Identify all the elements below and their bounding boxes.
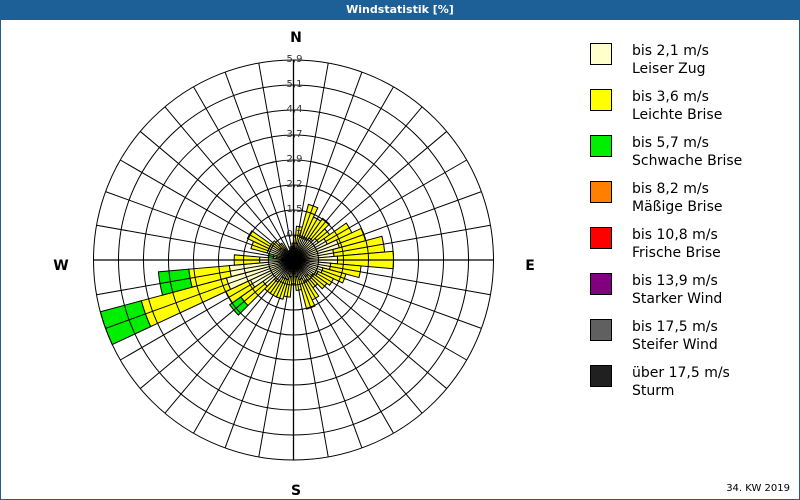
grid-spoke [105, 191, 291, 260]
grid-spoke [295, 262, 423, 414]
legend-swatch [590, 135, 612, 157]
grid-spoke [295, 106, 423, 258]
grid-spoke [120, 261, 291, 361]
grid-spoke [296, 131, 448, 258]
legend-item: bis 13,9 m/s Starker Wind [589, 272, 789, 318]
grid-spoke [294, 86, 394, 258]
legend-swatch [590, 43, 612, 65]
ring-label: 5,9 [287, 54, 303, 65]
grid-spoke [294, 71, 363, 257]
legend-description: Leiser Zug [632, 61, 706, 77]
chart-title: Windstatistik [%] [0, 0, 800, 20]
ring-label: 4,4 [287, 104, 303, 115]
ring-label: 5,1 [287, 79, 303, 90]
ring-label: 3,7 [287, 129, 303, 140]
ring-label: 2,2 [287, 179, 303, 190]
center-hub [289, 256, 298, 264]
legend-speed: bis 2,1 m/s [632, 43, 709, 59]
grid-spoke [139, 262, 291, 389]
grid-spoke [120, 159, 291, 259]
legend-speed: bis 17,5 m/s [632, 319, 718, 335]
grid-spoke [296, 191, 482, 260]
legend: bis 2,1 m/s Leiser Zug bis 3,6 m/s Leichte … [589, 42, 789, 410]
ring-label: 1,5 [287, 204, 303, 215]
legend-item: über 17,5 m/s Sturm [589, 364, 789, 410]
grid-spoke [164, 106, 292, 258]
legend-description: Schwache Brise [632, 153, 743, 169]
legend-description: Mäßige Brise [632, 199, 723, 215]
legend-item: bis 8,2 m/s Mäßige Brise [589, 180, 789, 226]
compass-south: S [291, 483, 301, 499]
compass-east: E [525, 258, 535, 274]
grid-spoke [297, 224, 491, 260]
legend-speed: bis 13,9 m/s [632, 273, 718, 289]
grid-spoke [293, 62, 329, 257]
grid-spoke [164, 262, 292, 414]
compass-west: W [53, 258, 68, 274]
legend-speed: über 17,5 m/s [632, 365, 730, 381]
legend-item: bis 5,7 m/s Schwache Brise [589, 134, 789, 180]
legend-swatch [590, 319, 612, 341]
legend-speed: bis 3,6 m/s [632, 89, 709, 105]
grid-spoke [224, 263, 293, 449]
legend-description: Frische Brise [632, 245, 721, 261]
legend-description: Sturm [632, 383, 675, 399]
grid-spoke [139, 131, 291, 258]
compass-north: N [290, 30, 302, 46]
ring-labels: 0,7 1,5 2,2 2,9 3,7 4,4 5,1 5,9 [287, 54, 303, 240]
grid-spoke [296, 159, 467, 259]
grid-spoke [294, 263, 363, 449]
grid-spoke [258, 263, 294, 458]
grid-spoke [296, 260, 482, 329]
grid-spoke [293, 263, 329, 458]
legend-speed: bis 8,2 m/s [632, 181, 709, 197]
grid-spoke [294, 262, 394, 434]
legend-speed: bis 5,7 m/s [632, 135, 709, 151]
legend-swatch [590, 273, 612, 295]
wind-sector-segment [328, 262, 362, 279]
grid-spoke [296, 261, 467, 361]
legend-item: bis 3,6 m/s Leichte Brise [589, 88, 789, 134]
legend-swatch [590, 89, 612, 111]
legend-description: Starker Wind [632, 291, 723, 307]
grid-spoke [296, 262, 448, 389]
grid-spoke [297, 260, 491, 296]
legend-item: bis 2,1 m/s Leiser Zug [589, 42, 789, 88]
grid-spoke [193, 86, 293, 258]
legend-description: Steifer Wind [632, 337, 718, 353]
legend-swatch [590, 227, 612, 249]
grid-spoke [105, 260, 291, 329]
grid-spoke [96, 224, 290, 260]
grid-spoke [96, 260, 290, 296]
polar-grid [93, 59, 494, 461]
legend-swatch [590, 365, 612, 387]
legend-item: bis 10,8 m/s Frische Brise [589, 226, 789, 272]
grid-spoke [224, 71, 293, 257]
grid-spoke [258, 62, 294, 257]
legend-swatch [590, 181, 612, 203]
week-label: 34. KW 2019 [726, 483, 790, 494]
grid-spoke [193, 262, 293, 434]
wind-rose-chart: 0,7 1,5 2,2 2,9 3,7 4,4 5,1 5,9 N S W E [53, 30, 535, 499]
legend-speed: bis 10,8 m/s [632, 227, 718, 243]
legend-item: bis 17,5 m/s Steifer Wind [589, 318, 789, 364]
legend-description: Leichte Brise [632, 107, 723, 123]
ring-label: 2,9 [287, 154, 303, 165]
wind-sector-segment [157, 268, 193, 296]
ring-label: 0,7 [287, 229, 303, 240]
